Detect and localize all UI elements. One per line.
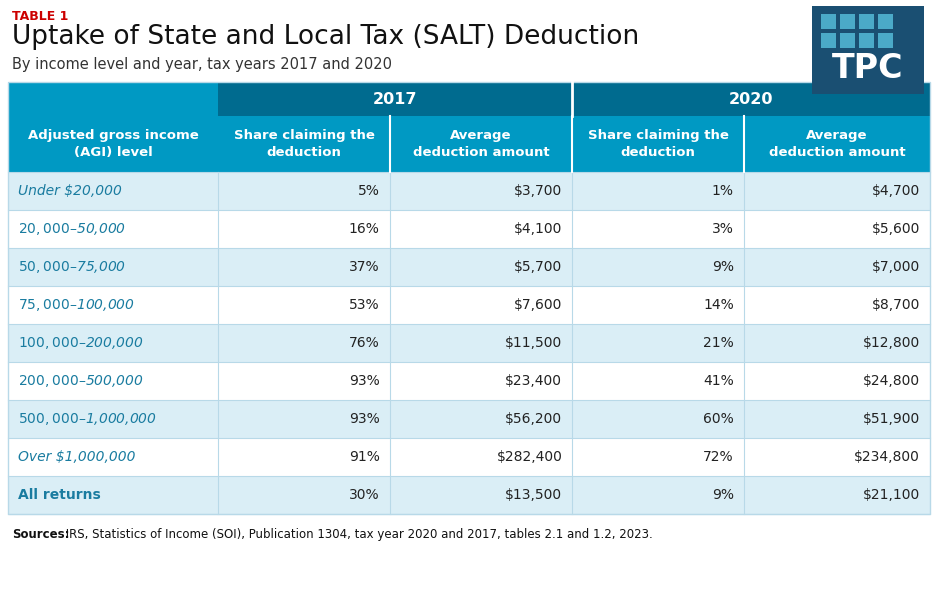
Text: 60%: 60% bbox=[703, 412, 734, 426]
FancyBboxPatch shape bbox=[8, 400, 930, 438]
Text: 2017: 2017 bbox=[373, 91, 417, 106]
Text: $56,200: $56,200 bbox=[506, 412, 562, 426]
Text: 14%: 14% bbox=[703, 298, 734, 312]
FancyBboxPatch shape bbox=[859, 33, 874, 48]
FancyBboxPatch shape bbox=[878, 33, 893, 48]
Text: All returns: All returns bbox=[18, 488, 100, 502]
Text: $75,000–$100,000: $75,000–$100,000 bbox=[18, 297, 135, 313]
Text: 30%: 30% bbox=[349, 488, 380, 502]
Text: IRS, Statistics of Income (SOI), Publication 1304, tax year 2020 and 2017, table: IRS, Statistics of Income (SOI), Publica… bbox=[62, 528, 653, 541]
Text: Average
deduction amount: Average deduction amount bbox=[768, 129, 905, 159]
Text: $23,400: $23,400 bbox=[506, 374, 562, 388]
Text: Share claiming the
deduction: Share claiming the deduction bbox=[234, 129, 374, 159]
Text: Over $1,000,000: Over $1,000,000 bbox=[18, 450, 135, 464]
FancyBboxPatch shape bbox=[859, 14, 874, 29]
Text: By income level and year, tax years 2017 and 2020: By income level and year, tax years 2017… bbox=[12, 57, 392, 72]
FancyBboxPatch shape bbox=[812, 6, 924, 94]
FancyBboxPatch shape bbox=[8, 210, 930, 248]
Text: Sources:: Sources: bbox=[12, 528, 69, 541]
Text: 2020: 2020 bbox=[729, 91, 774, 106]
Text: 93%: 93% bbox=[349, 374, 380, 388]
FancyBboxPatch shape bbox=[8, 82, 219, 172]
Text: 76%: 76% bbox=[349, 336, 380, 350]
Text: 41%: 41% bbox=[703, 374, 734, 388]
Text: $100,000–$200,000: $100,000–$200,000 bbox=[18, 335, 144, 351]
FancyBboxPatch shape bbox=[878, 14, 893, 29]
Text: $7,600: $7,600 bbox=[514, 298, 562, 312]
FancyBboxPatch shape bbox=[389, 116, 572, 172]
Text: 37%: 37% bbox=[349, 260, 380, 274]
FancyBboxPatch shape bbox=[8, 172, 930, 210]
FancyBboxPatch shape bbox=[8, 286, 930, 324]
Text: 3%: 3% bbox=[712, 222, 734, 236]
FancyBboxPatch shape bbox=[572, 116, 744, 172]
FancyBboxPatch shape bbox=[840, 33, 855, 48]
Text: $500,000–$1,000,000: $500,000–$1,000,000 bbox=[18, 411, 157, 427]
Text: TABLE 1: TABLE 1 bbox=[12, 10, 68, 23]
Text: $234,800: $234,800 bbox=[855, 450, 920, 464]
Text: Adjusted gross income
(AGI) level: Adjusted gross income (AGI) level bbox=[28, 129, 199, 159]
Text: 91%: 91% bbox=[349, 450, 380, 464]
Text: $200,000–$500,000: $200,000–$500,000 bbox=[18, 373, 144, 389]
Text: 16%: 16% bbox=[349, 222, 380, 236]
Text: 21%: 21% bbox=[703, 336, 734, 350]
Text: $282,400: $282,400 bbox=[496, 450, 562, 464]
Text: Uptake of State and Local Tax (SALT) Deduction: Uptake of State and Local Tax (SALT) Ded… bbox=[12, 24, 640, 50]
Text: 9%: 9% bbox=[712, 488, 734, 502]
Text: 1%: 1% bbox=[712, 184, 734, 198]
Text: $5,700: $5,700 bbox=[514, 260, 562, 274]
FancyBboxPatch shape bbox=[821, 14, 836, 29]
FancyBboxPatch shape bbox=[8, 324, 930, 362]
Text: 93%: 93% bbox=[349, 412, 380, 426]
Text: Share claiming the
deduction: Share claiming the deduction bbox=[587, 129, 729, 159]
Text: $51,900: $51,900 bbox=[863, 412, 920, 426]
FancyBboxPatch shape bbox=[8, 476, 930, 514]
Text: $7,000: $7,000 bbox=[871, 260, 920, 274]
Text: $11,500: $11,500 bbox=[505, 336, 562, 350]
Text: $3,700: $3,700 bbox=[514, 184, 562, 198]
FancyBboxPatch shape bbox=[821, 33, 836, 48]
Text: $13,500: $13,500 bbox=[506, 488, 562, 502]
Text: $24,800: $24,800 bbox=[863, 374, 920, 388]
Text: $50,000–$75,000: $50,000–$75,000 bbox=[18, 259, 126, 275]
FancyBboxPatch shape bbox=[572, 82, 930, 116]
FancyBboxPatch shape bbox=[8, 248, 930, 286]
Text: 53%: 53% bbox=[349, 298, 380, 312]
FancyBboxPatch shape bbox=[840, 14, 855, 29]
FancyBboxPatch shape bbox=[219, 82, 572, 116]
Text: 9%: 9% bbox=[712, 260, 734, 274]
Text: 72%: 72% bbox=[704, 450, 734, 464]
Text: $8,700: $8,700 bbox=[871, 298, 920, 312]
Text: 5%: 5% bbox=[357, 184, 380, 198]
FancyBboxPatch shape bbox=[8, 362, 930, 400]
Text: TPC: TPC bbox=[832, 53, 904, 85]
Text: $21,100: $21,100 bbox=[863, 488, 920, 502]
Text: $20,000–$50,000: $20,000–$50,000 bbox=[18, 221, 126, 237]
FancyBboxPatch shape bbox=[219, 116, 389, 172]
Text: $4,100: $4,100 bbox=[514, 222, 562, 236]
FancyBboxPatch shape bbox=[744, 116, 930, 172]
Text: Under $20,000: Under $20,000 bbox=[18, 184, 122, 198]
FancyBboxPatch shape bbox=[8, 438, 930, 476]
Text: $12,800: $12,800 bbox=[863, 336, 920, 350]
Text: Average
deduction amount: Average deduction amount bbox=[413, 129, 550, 159]
Text: $5,600: $5,600 bbox=[871, 222, 920, 236]
Text: $4,700: $4,700 bbox=[871, 184, 920, 198]
